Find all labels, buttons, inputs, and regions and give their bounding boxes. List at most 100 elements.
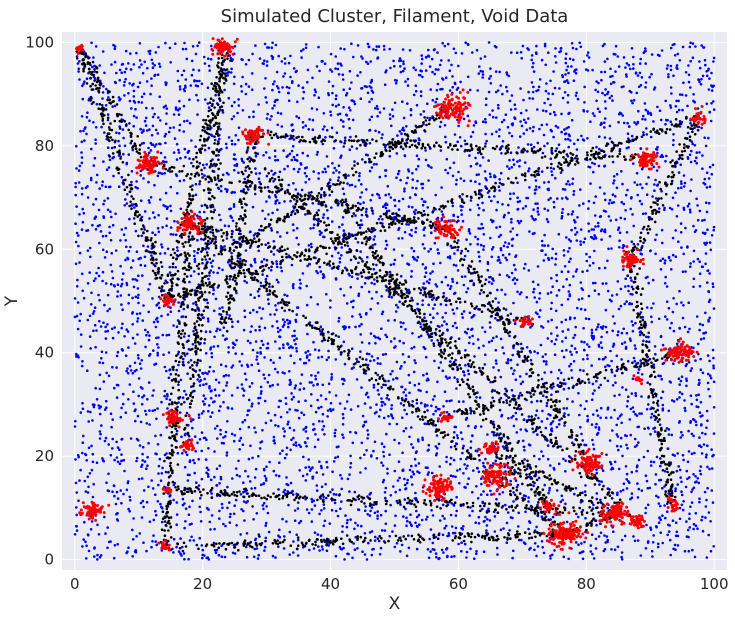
void-point xyxy=(224,142,228,146)
void-point xyxy=(366,513,370,516)
void-point xyxy=(609,219,613,222)
void-point xyxy=(699,83,703,86)
void-point xyxy=(106,293,110,297)
void-point xyxy=(564,196,568,199)
void-point xyxy=(92,121,95,124)
void-point xyxy=(387,319,390,322)
void-point xyxy=(414,464,418,467)
void-point xyxy=(488,280,491,284)
void-point xyxy=(128,82,131,85)
void-point xyxy=(74,458,77,461)
void-point xyxy=(630,285,634,289)
void-point xyxy=(131,296,134,300)
void-point xyxy=(451,174,455,178)
void-point xyxy=(341,187,345,190)
void-point xyxy=(203,166,206,170)
void-point xyxy=(647,176,650,179)
void-point xyxy=(160,520,164,524)
void-point xyxy=(712,307,716,310)
void-point xyxy=(167,130,171,134)
void-point xyxy=(276,383,280,386)
void-point xyxy=(239,533,242,536)
void-point xyxy=(344,266,347,270)
void-point xyxy=(569,350,572,354)
void-point xyxy=(250,382,254,385)
void-point xyxy=(597,81,600,85)
void-point xyxy=(274,159,277,162)
void-point xyxy=(175,158,179,161)
void-point xyxy=(97,533,101,536)
void-point xyxy=(140,131,144,134)
void-point xyxy=(707,69,710,72)
void-point xyxy=(578,204,581,207)
void-point xyxy=(388,117,392,120)
void-point xyxy=(550,332,553,335)
void-point xyxy=(387,414,390,418)
void-point xyxy=(518,375,522,378)
void-point xyxy=(95,181,98,184)
void-point xyxy=(397,226,401,230)
void-point xyxy=(513,468,516,472)
void-point xyxy=(227,136,231,139)
void-point xyxy=(417,513,421,517)
void-point xyxy=(489,218,493,222)
void-point xyxy=(182,179,186,182)
void-point xyxy=(75,513,78,517)
void-point xyxy=(577,391,580,395)
void-point xyxy=(233,504,236,508)
void-point xyxy=(390,407,393,411)
void-point xyxy=(178,123,182,127)
void-point xyxy=(573,316,576,320)
void-point xyxy=(332,171,335,174)
void-point xyxy=(169,185,173,189)
void-point xyxy=(384,169,387,172)
void-point xyxy=(635,171,639,175)
void-point xyxy=(307,511,311,515)
void-point xyxy=(463,463,466,466)
void-point xyxy=(582,108,585,112)
void-point xyxy=(111,447,114,450)
void-point xyxy=(154,513,158,517)
void-point xyxy=(378,553,382,556)
void-point xyxy=(483,519,486,523)
void-point xyxy=(157,464,161,468)
void-point xyxy=(552,385,555,388)
void-point xyxy=(312,422,315,426)
void-point xyxy=(153,183,156,187)
void-point xyxy=(368,531,372,534)
void-point xyxy=(484,515,487,519)
void-point xyxy=(374,342,377,345)
void-point xyxy=(77,67,81,71)
void-point xyxy=(655,455,659,459)
void-point xyxy=(180,435,183,439)
void-point xyxy=(330,376,334,379)
void-point xyxy=(111,490,114,494)
void-point xyxy=(445,322,449,326)
void-point xyxy=(360,183,363,186)
void-point xyxy=(216,327,219,331)
void-point xyxy=(187,361,190,364)
void-point xyxy=(604,365,607,369)
void-point xyxy=(204,371,207,375)
void-point xyxy=(289,134,293,137)
void-point xyxy=(592,170,595,174)
void-point xyxy=(415,547,419,551)
void-point xyxy=(570,118,574,122)
void-point xyxy=(139,263,143,267)
void-point xyxy=(220,544,223,547)
void-point xyxy=(595,497,599,501)
void-point xyxy=(477,213,480,217)
void-point xyxy=(513,282,517,285)
void-point xyxy=(496,103,500,107)
void-point xyxy=(403,483,407,487)
void-point xyxy=(612,175,616,178)
void-point xyxy=(709,248,713,252)
void-point xyxy=(444,168,447,172)
void-point xyxy=(196,441,199,445)
void-point xyxy=(618,111,622,115)
void-point xyxy=(559,46,563,50)
void-point xyxy=(683,399,686,402)
void-point xyxy=(387,193,391,196)
void-point xyxy=(707,290,710,293)
void-point xyxy=(213,548,217,552)
